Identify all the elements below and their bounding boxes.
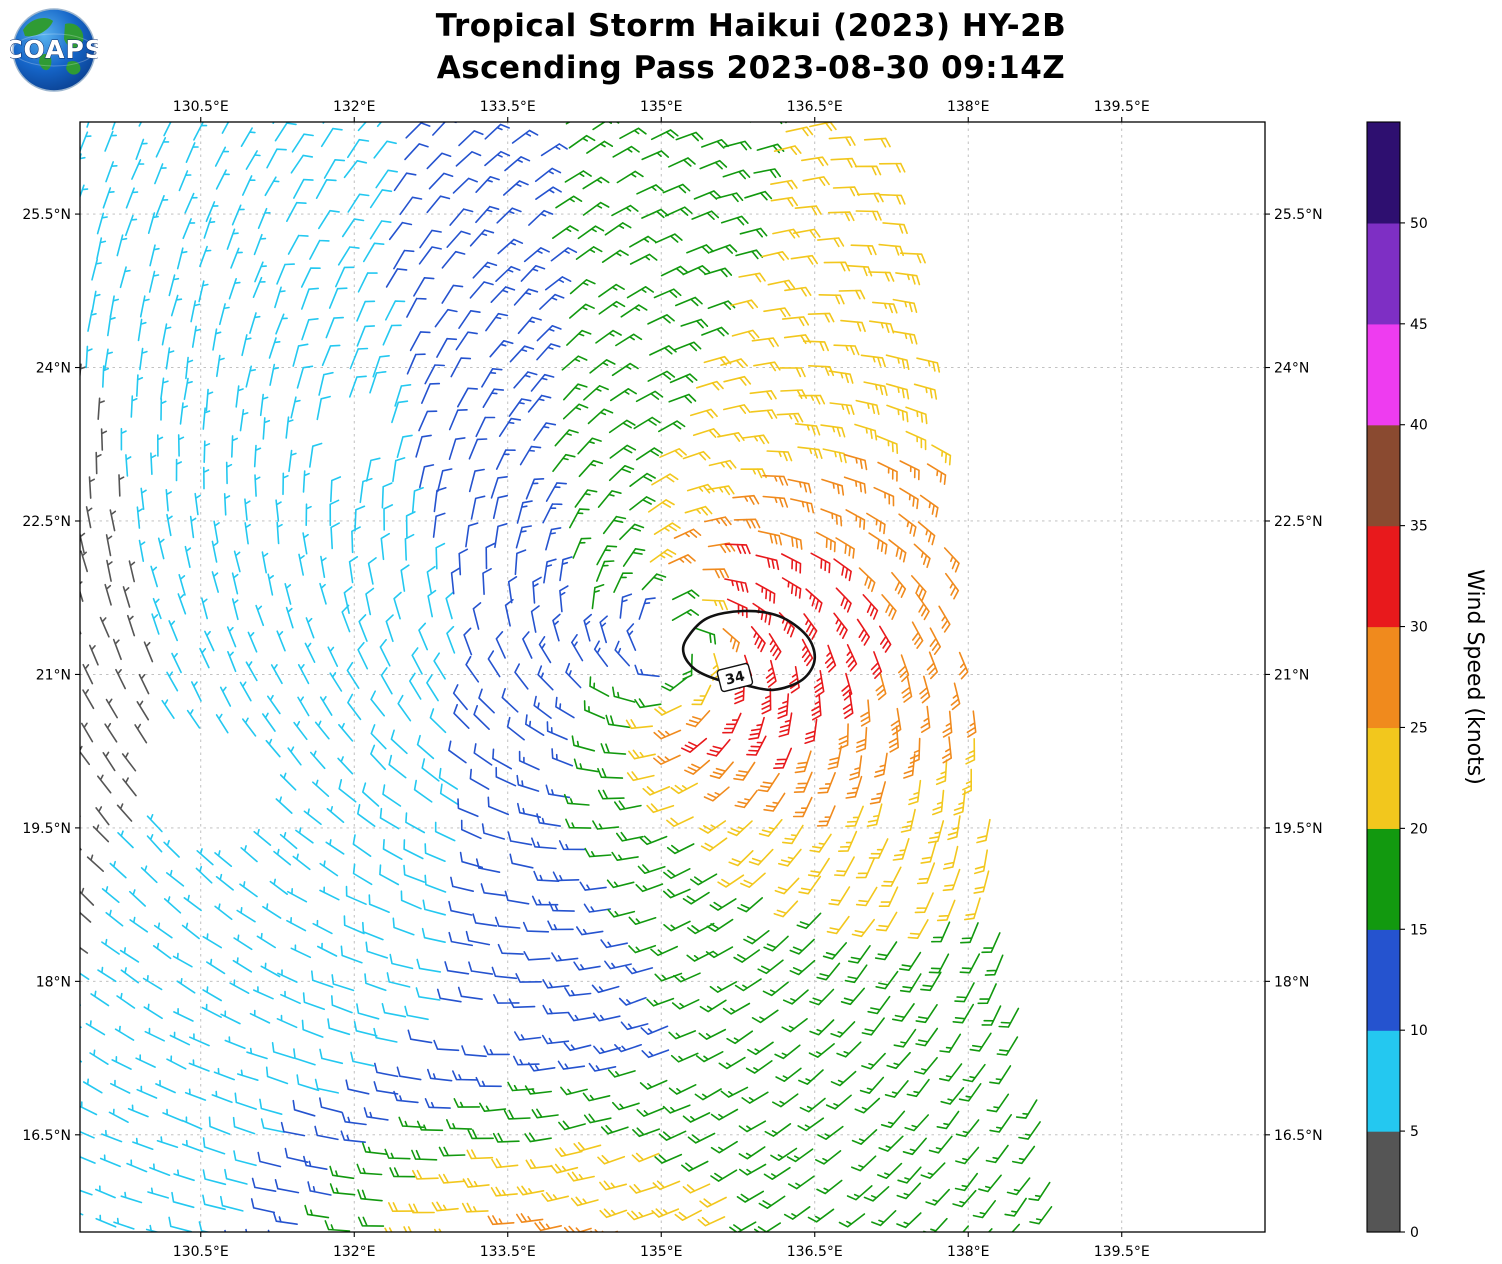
- colorbar-tick-label: 50: [1410, 216, 1428, 232]
- x-tick-label-top: 138°E: [947, 99, 990, 115]
- x-tick-label-bottom: 138°E: [947, 1244, 990, 1260]
- colorbar: 0 5 10 15 20 25 30 35 40 45 50 Wind Speed (knots): [1366, 121, 1487, 1241]
- gale-radius-contour: [681, 609, 817, 692]
- contour-label: 34: [716, 662, 754, 693]
- colorbar-segment: [1367, 1131, 1400, 1233]
- x-tick-label-top: 135°E: [640, 99, 683, 115]
- colorbar-segment: [1367, 1030, 1400, 1132]
- y-tick-label-right: 16.5°N: [1274, 1128, 1323, 1144]
- x-tick-label-top: 133.5°E: [480, 99, 536, 115]
- x-tick-label-bottom: 130.5°E: [173, 1244, 229, 1260]
- coaps-logo: COAPS: [10, 8, 98, 92]
- colorbar-tick-label: 45: [1410, 317, 1428, 333]
- colorbar-segment: [1367, 424, 1400, 527]
- plot-border: [79, 121, 1266, 1233]
- colorbar-segment: [1367, 323, 1400, 426]
- wind-barbs: [80, 122, 1053, 1232]
- y-tick-label-left: 19.5°N: [22, 821, 71, 837]
- colorbar-tick-label: 0: [1410, 1225, 1419, 1241]
- x-tick-label-bottom: 132°E: [333, 1244, 376, 1260]
- x-tick-label-top: 130.5°E: [173, 99, 229, 115]
- colorbar-segment: [1367, 525, 1400, 628]
- x-tick-label-bottom: 136.5°E: [787, 1244, 843, 1260]
- logo-text: COAPS: [10, 35, 98, 64]
- colorbar-tick-label: 5: [1410, 1124, 1419, 1140]
- chart-title-line1: Tropical Storm Haikui (2023) HY-2B: [435, 8, 1067, 44]
- colorbar-segment: [1367, 222, 1400, 325]
- colorbar-segment: [1367, 626, 1400, 729]
- colorbar-segment: [1367, 122, 1400, 224]
- y-tick-label-left: 22.5°N: [22, 514, 71, 530]
- colorbar-segment: [1367, 727, 1400, 829]
- x-tick-label-bottom: 133.5°E: [480, 1244, 536, 1260]
- chart-title-line2: Ascending Pass 2023-08-30 09:14Z: [436, 49, 1066, 86]
- colorbar-tick-label: 15: [1410, 922, 1428, 938]
- y-tick-label-right: 22.5°N: [1274, 514, 1323, 530]
- chart-title: Tropical Storm Haikui (2023) HY-2B Ascen…: [0, 6, 1502, 89]
- y-tick-label-left: 21°N: [36, 667, 71, 683]
- y-tick-label-right: 25.5°N: [1274, 207, 1323, 223]
- y-tick-label-left: 18°N: [36, 974, 71, 990]
- colorbar-tick-label: 20: [1410, 821, 1428, 837]
- x-tick-label-top: 139.5°E: [1094, 99, 1150, 115]
- x-tick-label-bottom: 135°E: [640, 1244, 683, 1260]
- axis-tick-labels: 130.5°E 130.5°E 132°E 132°E 133.5°E 133.5°E 13…: [22, 99, 1322, 1260]
- svg-text:34: 34: [724, 668, 747, 688]
- y-tick-label-left: 25.5°N: [22, 207, 71, 223]
- x-tick-label-bottom: 139.5°E: [1094, 1244, 1150, 1260]
- axis-ticks: [75, 117, 1270, 1237]
- colorbar-title: Wind Speed (knots): [1462, 569, 1487, 785]
- colorbar-segment: [1367, 929, 1400, 1031]
- colorbar-tick-label: 40: [1410, 418, 1428, 434]
- y-tick-label-right: 18°N: [1274, 974, 1309, 990]
- y-tick-label-left: 16.5°N: [22, 1128, 71, 1144]
- y-tick-label-left: 24°N: [36, 361, 71, 377]
- y-tick-label-right: 19.5°N: [1274, 821, 1323, 837]
- colorbar-tick-label: 35: [1410, 519, 1428, 535]
- colorbar-tick-label: 30: [1410, 620, 1428, 636]
- y-tick-label-right: 24°N: [1274, 361, 1309, 377]
- colorbar-segment: [1367, 828, 1400, 930]
- y-tick-label-right: 21°N: [1274, 667, 1309, 683]
- colorbar-tick-label: 25: [1410, 720, 1428, 736]
- colorbar-tick-label: 10: [1410, 1023, 1428, 1039]
- x-tick-label-top: 136.5°E: [787, 99, 843, 115]
- x-tick-label-top: 132°E: [333, 99, 376, 115]
